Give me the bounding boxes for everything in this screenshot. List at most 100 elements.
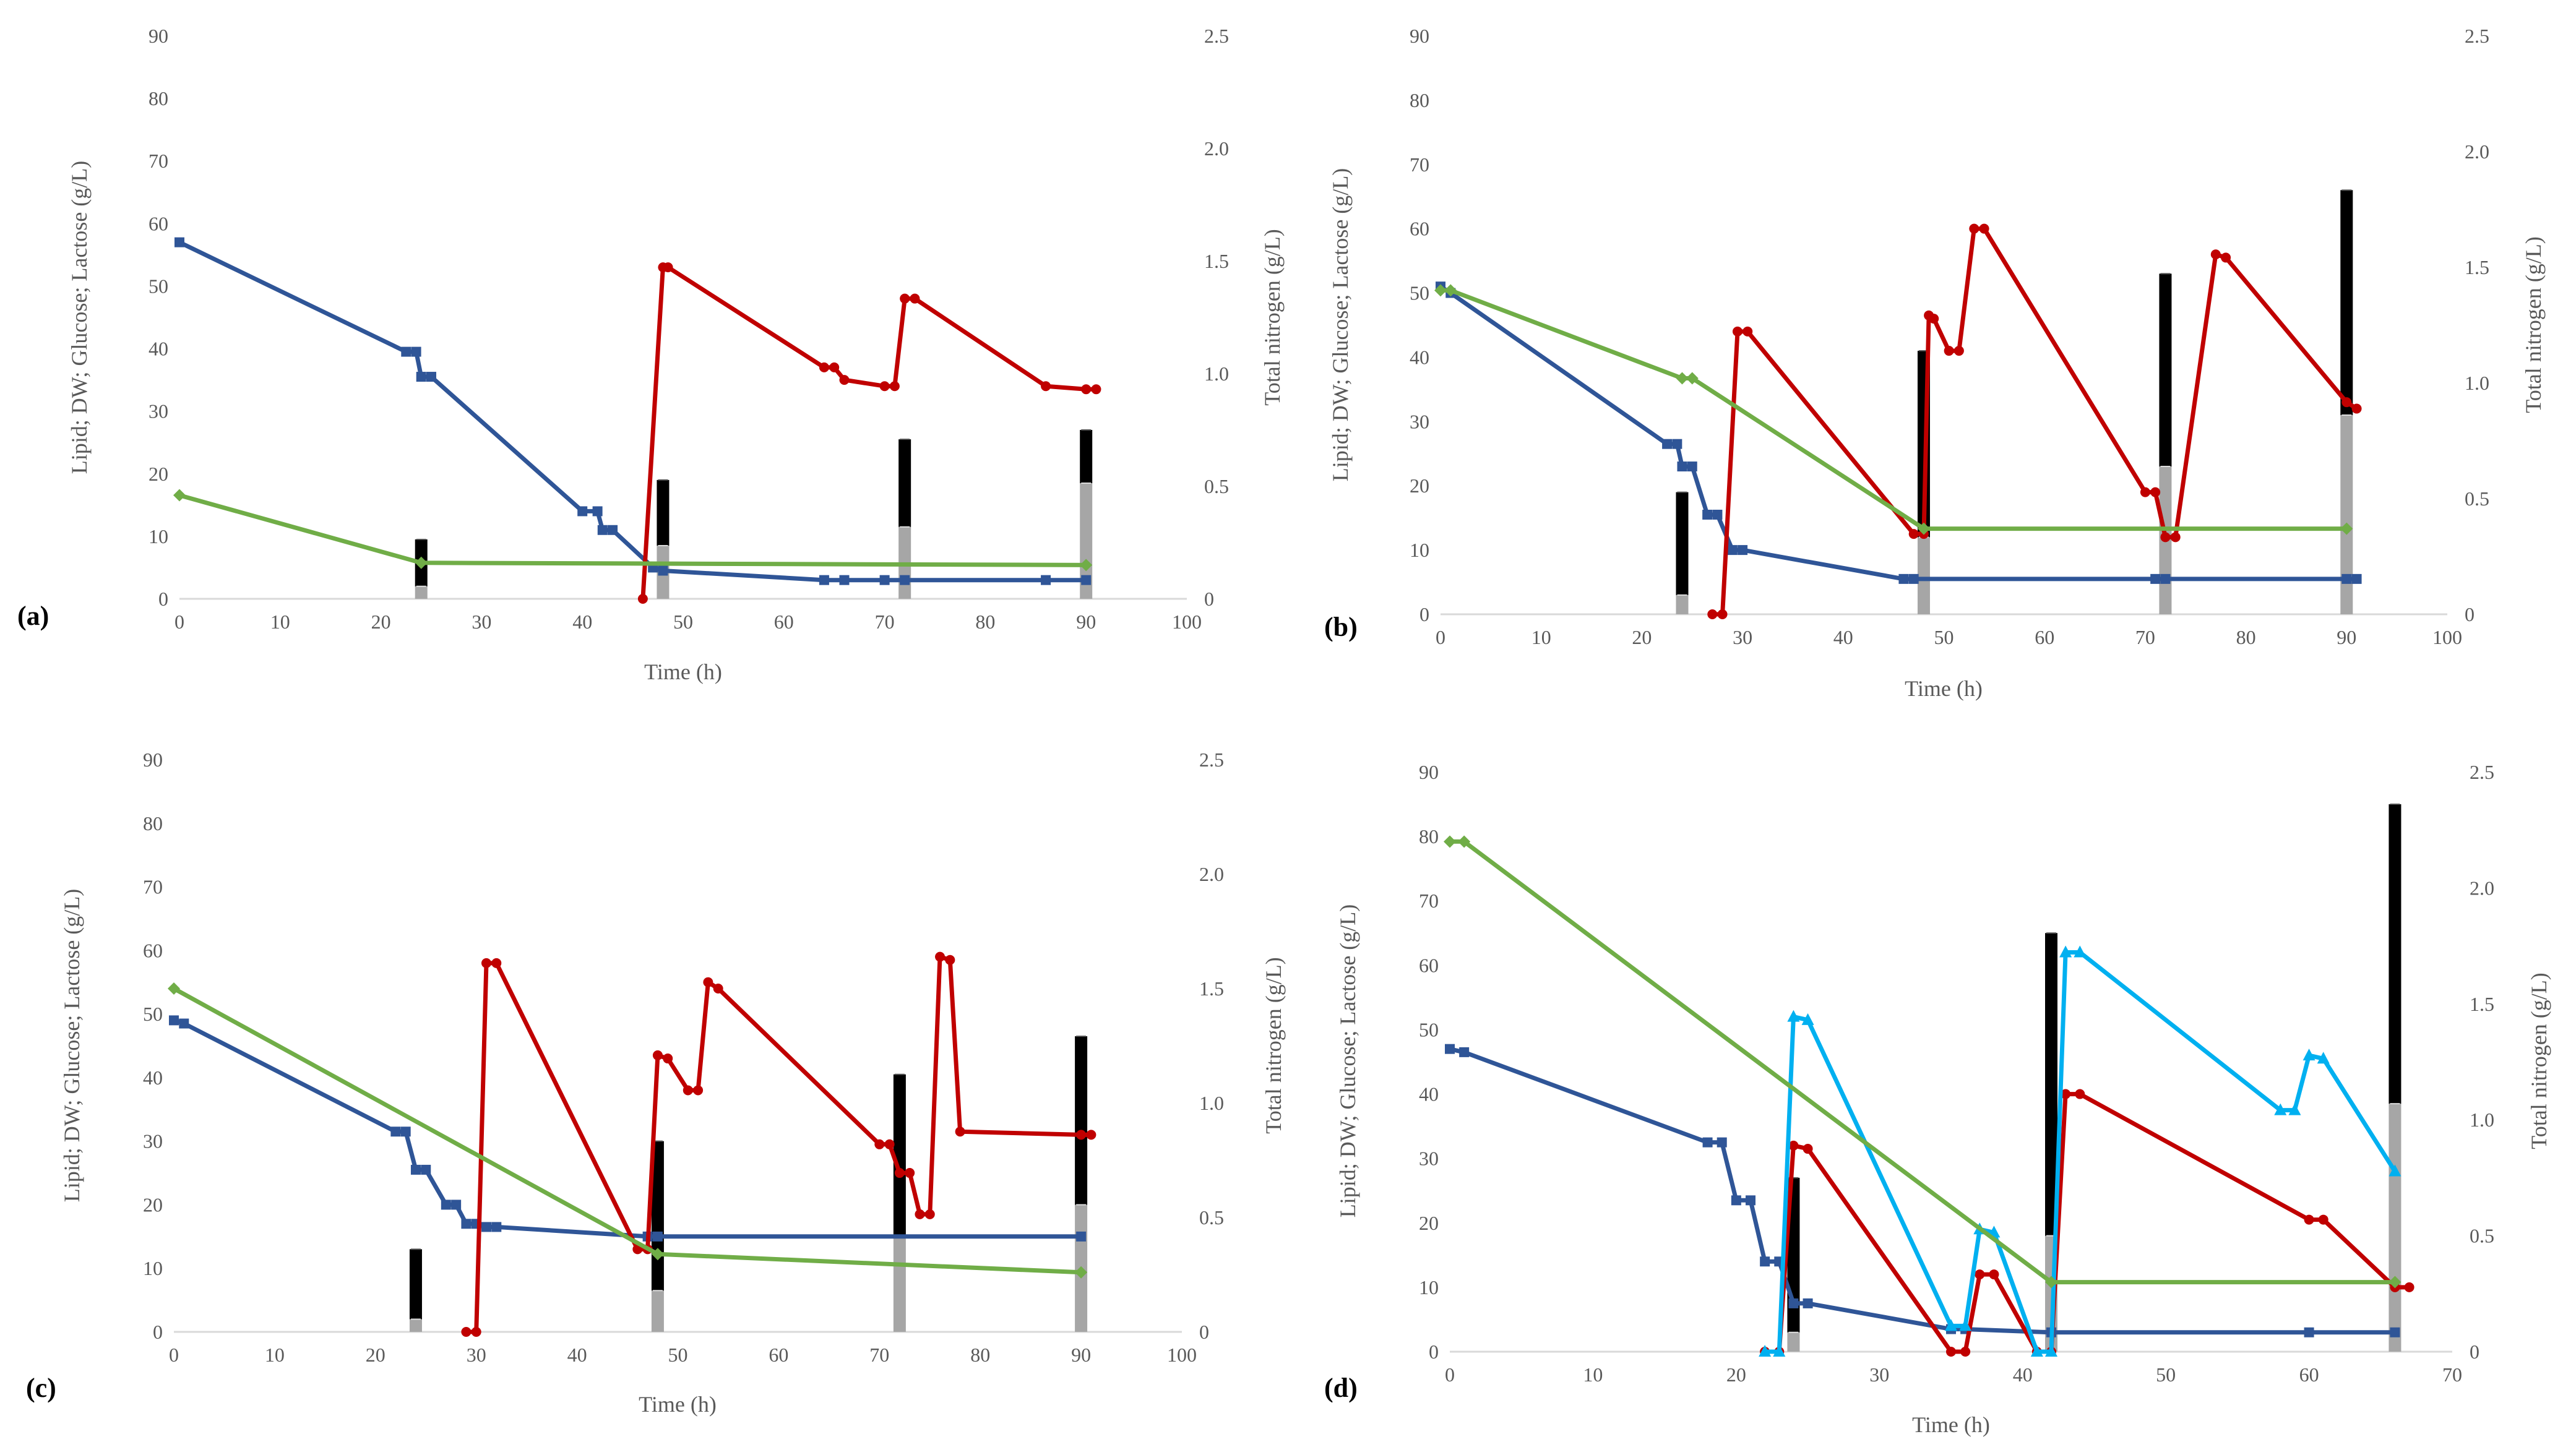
panel-d-xtick-label: 0 <box>1445 1363 1455 1386</box>
panel-c-xtick-label: 10 <box>265 1344 285 1366</box>
panel-c-xtick-label: 70 <box>869 1344 889 1366</box>
panel-b-xtick-label: 60 <box>2035 626 2054 648</box>
panel-b-xtick-label: 50 <box>1934 626 1954 648</box>
panel-a-bar-grey <box>415 586 428 599</box>
panel-b-y2tick-label: 0 <box>2465 603 2475 625</box>
panel-b-y2tick-label: 1.5 <box>2465 256 2489 278</box>
panel-c-y2tick-label: 0.5 <box>1199 1206 1224 1229</box>
panel-d-series-blue-point <box>1459 1047 1470 1057</box>
panel-b-xtick-label: 20 <box>1632 626 1652 648</box>
panel-b-series-blue-point <box>1898 573 1909 584</box>
panel-b-series-blue-point <box>1702 509 1713 520</box>
panel-c-ytick-label: 20 <box>143 1193 163 1216</box>
panel-d-ytick-label: 90 <box>1419 761 1439 783</box>
panel-c-ylabel: Lipid; DW; Glucose; Lactose (g/L) <box>59 889 84 1203</box>
panel-a-xtick-label: 20 <box>371 611 391 633</box>
panel-a-y2tick-label: 2.0 <box>1204 137 1229 160</box>
panel-a-y2tick-label: 0 <box>1204 588 1214 610</box>
panel-d-series-cyan-point <box>2302 1049 2315 1061</box>
panel-c-y2tick-label: 2.5 <box>1199 749 1224 771</box>
panel-c-y2tick-label: 1.5 <box>1199 977 1224 1000</box>
panel-d-xtick-label: 60 <box>2299 1363 2319 1386</box>
panel-b-series-green-line <box>1441 288 2347 531</box>
panel-d-label: (d) <box>1324 1373 1358 1403</box>
panel-b-series-blue-point <box>1677 461 1687 472</box>
panel-d-series-cyan-point <box>2288 1103 2301 1115</box>
panel-a-series-blue-point <box>426 372 436 382</box>
panel-b-series-blue-point <box>2351 573 2362 584</box>
panel-a-y2tick-label: 1.0 <box>1204 363 1229 385</box>
panel-b-series-blue-point <box>1738 545 1748 556</box>
panel-b-series-blue-point <box>2150 573 2161 584</box>
panel-c-series-red-line <box>466 955 1092 1334</box>
panel-c-xtick-label: 100 <box>1167 1344 1197 1366</box>
panel-a-series-red-point <box>829 362 840 372</box>
panel-b-series-red-line <box>1712 226 2358 617</box>
panel-b-ytick-label: 70 <box>1410 153 1429 176</box>
panel-a-ytick-label: 40 <box>149 338 168 360</box>
panel-c-xtick-label: 80 <box>970 1344 990 1366</box>
panel-a: 0 10 20 30 40 50 60 70 80 90 100010203040506070809… <box>17 25 1285 684</box>
panel-a-xlabel: Time (h) <box>644 659 722 684</box>
panel-a-series-red-point <box>889 381 900 392</box>
panel-c-series-red-point <box>491 958 502 968</box>
panel-d-series-blue-point <box>1760 1256 1770 1267</box>
panel-a-series-blue-point <box>174 237 184 247</box>
panel-b-ytick-label: 40 <box>1410 346 1429 368</box>
panel-c-series-red-point <box>1076 1130 1087 1140</box>
panel-c-label: (c) <box>26 1373 56 1403</box>
panel-a-ytick-label: 30 <box>149 400 168 423</box>
panel-b-series-red-point <box>2351 403 2362 414</box>
panel-b-series-red-point <box>2210 249 2221 260</box>
panel-a-xtick-label: 60 <box>774 611 794 633</box>
panel-b-series-blue-point <box>1662 439 1673 449</box>
panel-a-xtick-label: 80 <box>975 611 995 633</box>
panel-d-bar-grey <box>2389 1104 2402 1352</box>
panel-c-series-red-point <box>955 1127 965 1137</box>
panel-d-series-blue-point <box>1803 1298 1813 1308</box>
panel-c-ytick-label: 70 <box>143 876 163 898</box>
panel-d-series-blue-point <box>1717 1137 1727 1148</box>
panel-c-ytick-label: 0 <box>153 1321 163 1343</box>
panel-a-ytick-label: 20 <box>149 463 168 485</box>
panel-a-xtick-label: 90 <box>1076 611 1096 633</box>
panel-c-series-red-point <box>945 955 955 965</box>
panel-d-bar-black <box>2045 933 2057 1236</box>
panel-b-ytick-label: 50 <box>1410 282 1429 304</box>
panel-a-ytick-label: 0 <box>158 588 168 610</box>
panel-b-xlabel: Time (h) <box>1905 676 1983 701</box>
panel-d-series-red-point <box>2404 1282 2414 1292</box>
panel-b-series-red-point <box>1908 529 1919 539</box>
panel-b-y2tick-label: 1.0 <box>2465 372 2489 394</box>
panel-c-series-red-point <box>652 1050 663 1060</box>
panel-c-series-red-point <box>935 951 946 962</box>
panel-b-series-red-point <box>2170 532 2181 543</box>
panel-d-series-cyan-point <box>1773 1345 1786 1357</box>
panel-c-ytick-label: 30 <box>143 1130 163 1152</box>
panel-c-series-blue-point <box>1076 1231 1087 1242</box>
panel-c-bar-black <box>409 1249 422 1320</box>
panel-a-xtick-label: 40 <box>572 611 592 633</box>
panel-b-series-red-point <box>2150 487 2161 497</box>
panel-d-xtick-label: 10 <box>1583 1363 1603 1386</box>
panel-d-series-green-point <box>2045 1276 2057 1289</box>
panel-a-series-red-point <box>637 594 648 604</box>
panel-d-ytick-label: 40 <box>1419 1083 1439 1105</box>
panel-c-bar-black <box>893 1074 906 1237</box>
panel-a-bar-black <box>898 439 911 527</box>
panel-b-series-green-point <box>1917 522 1930 535</box>
panel-a-series-blue-point <box>592 506 603 517</box>
panel-b-xtick-label: 70 <box>2135 626 2155 648</box>
panel-d-series-cyan-point <box>2074 945 2087 958</box>
panel-c: 0 10 20 30 40 50 60 70 80 90 100010203040506070809… <box>26 749 1286 1417</box>
panel-d-ytick-label: 80 <box>1419 825 1439 848</box>
panel-a-xtick-label: 0 <box>174 611 184 633</box>
panel-a-series-green-line <box>179 493 1087 567</box>
panel-c-xtick-label: 60 <box>769 1344 788 1366</box>
panel-d-series-red-point <box>1788 1140 1799 1151</box>
panel-b-series-blue-point <box>2341 573 2352 584</box>
panel-d-ytick-label: 60 <box>1419 954 1439 976</box>
panel-b-xtick-label: 40 <box>1833 626 1853 648</box>
panel-b-plot: 0 10 20 30 40 50 60 70 80 90 100010203040506070809… <box>1410 25 2489 648</box>
panel-d-ytick-label: 0 <box>1429 1341 1439 1363</box>
